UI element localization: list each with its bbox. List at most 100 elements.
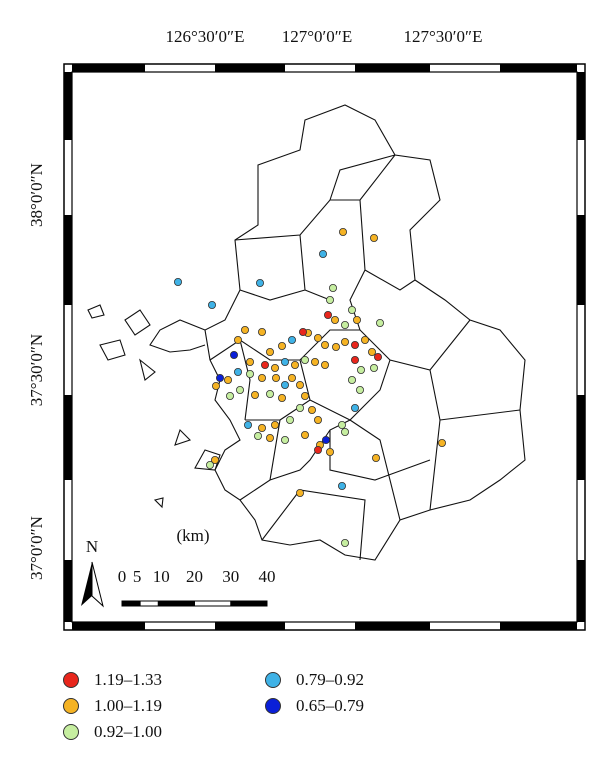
border-segment [355, 64, 430, 72]
sample-point [337, 481, 346, 490]
sample-point [367, 347, 376, 356]
scale-tick-label: 0 [118, 567, 127, 586]
sample-point [373, 352, 382, 361]
sample-point [215, 373, 224, 382]
scale-unit: (km) [176, 526, 209, 545]
sample-point [257, 373, 266, 382]
sample-point [257, 423, 266, 432]
sample-point [290, 360, 299, 369]
scale-bar: 0 5 10 20 30 40 [118, 567, 276, 607]
sample-point [321, 435, 330, 444]
sample-point [340, 427, 349, 436]
sample-point [298, 327, 307, 336]
sample-point [340, 539, 349, 548]
sample-point [260, 360, 269, 369]
sample-point [320, 360, 329, 369]
sample-point [287, 335, 296, 344]
sample-point [310, 357, 319, 366]
scale-bar-segment [158, 601, 195, 606]
sample-point [223, 375, 232, 384]
sample-point [295, 403, 304, 412]
sample-point [270, 420, 279, 429]
sample-point [325, 295, 334, 304]
border-segment [500, 64, 577, 72]
sample-point [271, 373, 280, 382]
sample-point [318, 249, 327, 258]
sample-point [280, 357, 289, 366]
sample-point [253, 431, 262, 440]
sample-point [369, 233, 378, 242]
sample-point [330, 315, 339, 324]
scale-tick-label: 5 [133, 567, 142, 586]
sample-point [173, 277, 182, 286]
sample-point [207, 300, 216, 309]
sample-point [371, 453, 380, 462]
sample-point [350, 403, 359, 412]
border-segment [64, 395, 72, 480]
border-segment [577, 395, 585, 480]
lon-label: 127°0′0″E [282, 27, 352, 46]
lon-label: 126°30′0″E [166, 27, 245, 46]
sample-point [257, 327, 266, 336]
legend-label: 1.00–1.19 [94, 696, 162, 715]
border-segment [500, 622, 577, 630]
sample-point [243, 420, 252, 429]
sample-point [355, 385, 364, 394]
sample-point [356, 365, 365, 374]
legend-swatch [265, 672, 281, 688]
sample-point [313, 333, 322, 342]
sample-point [300, 355, 309, 364]
lon-label: 127°30′0″E [404, 27, 483, 46]
scale-tick-label: 30 [222, 567, 239, 586]
border-segment [215, 64, 285, 72]
sample-point [437, 438, 446, 447]
scale-tick-label: 20 [186, 567, 203, 586]
sample-point [280, 380, 289, 389]
sample-points [173, 227, 446, 548]
sample-point [245, 357, 254, 366]
sample-point [235, 385, 244, 394]
sample-point [350, 355, 359, 364]
border-segment [72, 622, 145, 630]
legend-label: 0.65–0.79 [296, 696, 364, 715]
scale-bar-segment [122, 601, 141, 606]
lat-label: 37°0′0″N [27, 516, 46, 580]
sample-point [307, 405, 316, 414]
sample-point [300, 391, 309, 400]
sample-point [205, 460, 214, 469]
sample-point [265, 347, 274, 356]
legend-swatch [63, 724, 79, 740]
sample-point [347, 305, 356, 314]
border-segment [64, 560, 72, 622]
sample-point [313, 415, 322, 424]
sample-point [340, 337, 349, 346]
border-segment [64, 72, 72, 140]
legend-label: 0.79–0.92 [296, 670, 364, 689]
sample-point [233, 367, 242, 376]
legend-label: 1.19–1.33 [94, 670, 162, 689]
lat-label: 38°0′0″N [27, 163, 46, 227]
sample-point [340, 320, 349, 329]
scale-bar-segment [230, 601, 267, 606]
sample-point [360, 335, 369, 344]
sample-point [350, 340, 359, 349]
sample-point [295, 488, 304, 497]
graticule-border [64, 64, 585, 630]
legend-label: 0.92–1.00 [94, 722, 162, 741]
border-segment [577, 215, 585, 305]
region-boundaries [87, 104, 526, 561]
sample-point [277, 341, 286, 350]
sample-point [255, 278, 264, 287]
sample-point [210, 455, 219, 464]
sample-point [280, 435, 289, 444]
legend-swatch [63, 698, 79, 714]
sample-point [300, 430, 309, 439]
scale-tick-label: 10 [153, 567, 170, 586]
sample-point [328, 283, 337, 292]
border-segment [64, 215, 72, 305]
sample-point [320, 340, 329, 349]
sample-point [233, 335, 242, 344]
sample-point [265, 389, 274, 398]
map-inner-frame [71, 71, 578, 623]
